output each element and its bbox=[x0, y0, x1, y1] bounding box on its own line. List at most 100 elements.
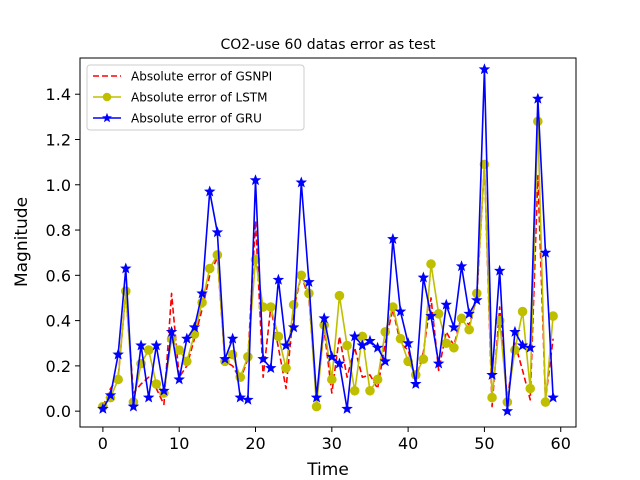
data-point-lstm bbox=[365, 385, 375, 396]
data-point-lstm bbox=[273, 331, 284, 342]
data-point-gru bbox=[364, 334, 376, 346]
data-point-lstm bbox=[548, 311, 558, 321]
y-tick-label: 0.8 bbox=[46, 221, 71, 240]
data-point-lstm bbox=[525, 383, 536, 394]
data-point-gru bbox=[265, 362, 277, 374]
y-tick-label: 1.0 bbox=[46, 176, 71, 195]
data-point-gru bbox=[150, 339, 163, 351]
y-tick-label: 0.6 bbox=[46, 266, 71, 285]
data-point-gru bbox=[318, 312, 330, 324]
data-point-lstm bbox=[288, 299, 299, 310]
data-point-lstm bbox=[143, 345, 154, 355]
data-point-gru bbox=[127, 400, 140, 412]
data-point-gru bbox=[173, 373, 185, 385]
data-point-gru bbox=[539, 246, 552, 258]
data-point-gru bbox=[272, 273, 285, 285]
data-point-lstm bbox=[464, 324, 474, 335]
data-point-gru bbox=[97, 402, 109, 414]
x-tick-label: 10 bbox=[169, 434, 189, 453]
data-point-gru bbox=[440, 298, 453, 310]
data-point-gru bbox=[371, 341, 384, 353]
data-point-gru bbox=[142, 391, 155, 403]
data-point-gru bbox=[303, 276, 315, 288]
data-point-gru bbox=[394, 305, 407, 317]
data-point-gru bbox=[493, 264, 506, 276]
data-point-lstm bbox=[517, 306, 528, 317]
data-point-gru bbox=[379, 355, 391, 367]
data-point-gru bbox=[226, 332, 239, 344]
data-point-gru bbox=[417, 271, 430, 283]
series-line-gsnpi bbox=[102, 163, 554, 408]
data-point-gru bbox=[203, 185, 216, 197]
legend: Absolute error of GSNPI Absolute error of… bbox=[86, 64, 305, 131]
data-point-gru bbox=[104, 389, 117, 401]
data-point-gru bbox=[280, 339, 292, 351]
data-point-gru bbox=[333, 357, 346, 369]
x-tick-label: 40 bbox=[398, 434, 418, 453]
legend-label-lstm: Absolute error of LSTM bbox=[131, 91, 268, 105]
data-point-gru bbox=[135, 339, 147, 351]
data-point-lstm bbox=[334, 290, 345, 301]
data-point-gru bbox=[486, 368, 498, 380]
data-point-lstm bbox=[441, 338, 452, 349]
data-point-lstm bbox=[426, 259, 436, 269]
plot-frame bbox=[79, 57, 577, 428]
data-point-lstm bbox=[243, 352, 253, 362]
y-tick-label: 1.4 bbox=[46, 85, 71, 104]
data-point-lstm bbox=[418, 354, 429, 364]
data-point-gru bbox=[432, 357, 445, 369]
legend-marker-gru bbox=[102, 112, 112, 123]
data-point-gru bbox=[242, 393, 254, 405]
data-point-gru bbox=[249, 174, 262, 186]
data-point-gru bbox=[112, 348, 124, 360]
data-point-gru bbox=[356, 339, 369, 351]
data-point-lstm bbox=[349, 385, 360, 396]
data-point-lstm bbox=[380, 327, 391, 337]
data-point-lstm bbox=[487, 392, 497, 403]
x-tick-label: 20 bbox=[245, 434, 265, 453]
data-point-gru bbox=[410, 377, 422, 389]
data-point-gru bbox=[158, 384, 170, 396]
data-point-lstm bbox=[265, 302, 276, 312]
data-point-lstm bbox=[204, 263, 215, 274]
data-point-gru bbox=[211, 226, 224, 238]
data-point-lstm bbox=[212, 250, 223, 260]
data-point-lstm bbox=[449, 342, 459, 353]
data-point-gru bbox=[196, 287, 208, 299]
x-axis-label: Time bbox=[306, 460, 349, 480]
data-point-gru bbox=[387, 233, 399, 244]
data-point-gru bbox=[348, 330, 361, 342]
data-point-gru bbox=[532, 92, 544, 104]
series-line-gru bbox=[102, 68, 554, 412]
data-point-lstm bbox=[174, 345, 184, 355]
x-tick-label: 50 bbox=[474, 434, 494, 453]
data-point-lstm bbox=[296, 270, 307, 281]
data-point-lstm bbox=[510, 345, 520, 355]
data-point-lstm bbox=[342, 340, 352, 351]
x-tick-label: 60 bbox=[551, 434, 571, 453]
data-point-gru bbox=[287, 321, 300, 333]
data-point-lstm bbox=[540, 397, 551, 407]
data-point-gru bbox=[326, 350, 338, 362]
data-point-gru bbox=[341, 402, 353, 414]
y-tick-label: 0.4 bbox=[46, 312, 71, 331]
data-point-lstm bbox=[403, 356, 413, 367]
data-point-lstm bbox=[433, 309, 444, 319]
legend-box bbox=[86, 64, 305, 131]
data-point-gru bbox=[509, 325, 521, 337]
data-point-gru bbox=[463, 307, 475, 319]
data-point-gru bbox=[165, 325, 178, 337]
y-tick-label: 1.2 bbox=[46, 130, 71, 149]
data-point-gru bbox=[234, 391, 246, 403]
data-point-gru bbox=[257, 353, 269, 364]
data-point-gru bbox=[547, 391, 559, 403]
chart-title: CO2-use 60 datas error as test bbox=[220, 37, 436, 53]
y-tick-label: 0.2 bbox=[46, 357, 71, 376]
legend-label-gsnpi: Absolute error of GSNPI bbox=[131, 70, 272, 84]
x-tick-label: 30 bbox=[322, 434, 342, 453]
data-point-gru bbox=[501, 405, 514, 417]
data-point-lstm bbox=[456, 313, 467, 324]
data-point-lstm bbox=[113, 374, 123, 385]
data-point-lstm bbox=[311, 401, 322, 412]
